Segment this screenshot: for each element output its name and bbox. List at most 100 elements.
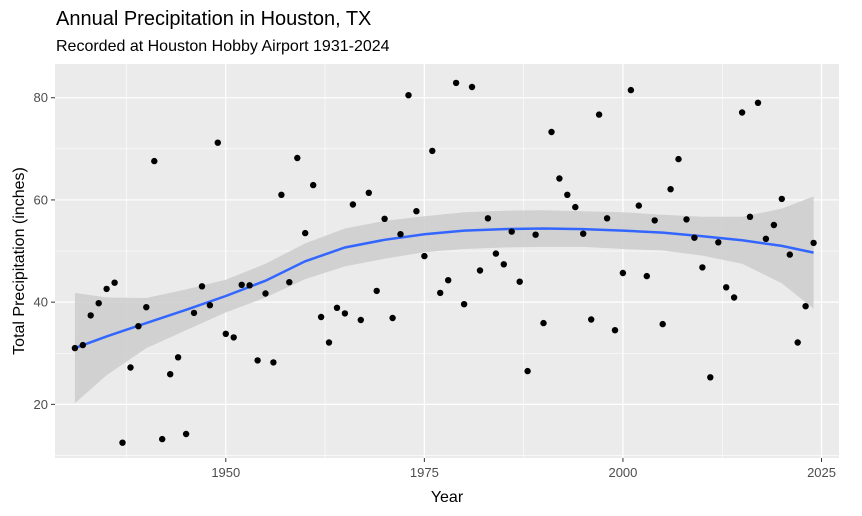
data-point [349,201,357,208]
data-point [619,269,627,277]
data-point [206,302,214,309]
data-point [127,364,134,371]
data-point [174,354,182,361]
data-point [445,277,452,284]
data-point [119,439,126,446]
data-point [389,314,396,322]
data-point [754,99,762,107]
data-point [627,86,635,94]
data-point [397,231,404,238]
data-point [429,147,436,155]
data-point [381,215,388,222]
data-point [723,284,730,291]
data-point [167,371,174,378]
data-point [699,264,706,271]
data-point [286,279,293,286]
data-point [103,285,110,293]
data-point [738,109,746,116]
x-tick-label: 1950 [211,465,240,480]
data-point [588,316,595,323]
data-point [254,357,261,364]
data-point [159,435,166,443]
data-point [770,221,778,229]
data-point [786,251,793,258]
data-point [262,290,269,297]
data-point [357,316,364,324]
data-point [683,216,690,223]
data-point [778,195,785,203]
data-point [230,334,237,341]
data-point [548,128,555,136]
confidence-band [74,196,814,404]
data-point [643,272,650,280]
data-point [310,181,317,189]
data-point [675,155,682,163]
data-point [325,339,333,346]
y-tick-label: 60 [34,192,48,207]
data-point [611,327,619,334]
data-point [246,282,253,289]
data-point [95,300,102,307]
data-point [452,79,460,87]
data-point [572,203,579,211]
y-axis-title: Total Precipitation (inches) [11,167,28,355]
data-point [214,139,221,146]
data-point [278,191,285,198]
data-point [198,283,206,290]
data-point [421,252,428,260]
data-point [190,309,198,317]
data-point [373,287,380,295]
data-point [413,208,420,215]
data-point [111,279,118,286]
plot-panel [55,64,839,458]
data-point [151,157,158,165]
data-point [341,310,349,317]
data-point [659,320,666,328]
data-point [540,319,547,327]
data-point [556,175,563,182]
data-point [135,323,142,330]
data-point [270,359,277,366]
data-point [238,281,245,288]
data-point [635,202,642,209]
data-point [333,304,341,311]
data-point [802,303,809,310]
y-tick-label: 20 [34,397,48,412]
axis-ticks: 1950 1975 2000 2025 20 40 60 80 [34,90,836,480]
data-point [484,215,492,222]
data-point [810,239,817,247]
data-point [500,261,507,268]
data-point [532,231,539,238]
data-point [365,189,372,196]
data-point [222,330,229,337]
data-point [516,278,523,285]
data-point [302,229,309,237]
y-tick-label: 80 [34,90,48,105]
data-point [71,344,79,352]
x-axis-title: Year [431,489,464,506]
data-point [595,111,603,118]
data-point [707,374,714,381]
data-point [508,228,515,235]
data-point [405,92,412,99]
data-point [524,367,531,375]
data-point [492,250,500,257]
data-point [317,313,325,321]
data-point [182,430,190,438]
data-point [762,235,770,242]
x-tick-label: 1975 [410,465,439,480]
data-point [564,191,571,198]
data-point [794,339,801,346]
data-point [746,213,754,220]
x-tick-label: 2000 [608,465,637,480]
data-point [651,217,658,224]
x-tick-label: 2025 [807,465,836,480]
data-point [715,239,722,246]
data-point [603,215,611,222]
data-point [460,301,468,308]
data-point [87,312,94,319]
data-point [580,230,587,237]
data-point [730,294,738,301]
data-point [143,304,150,311]
